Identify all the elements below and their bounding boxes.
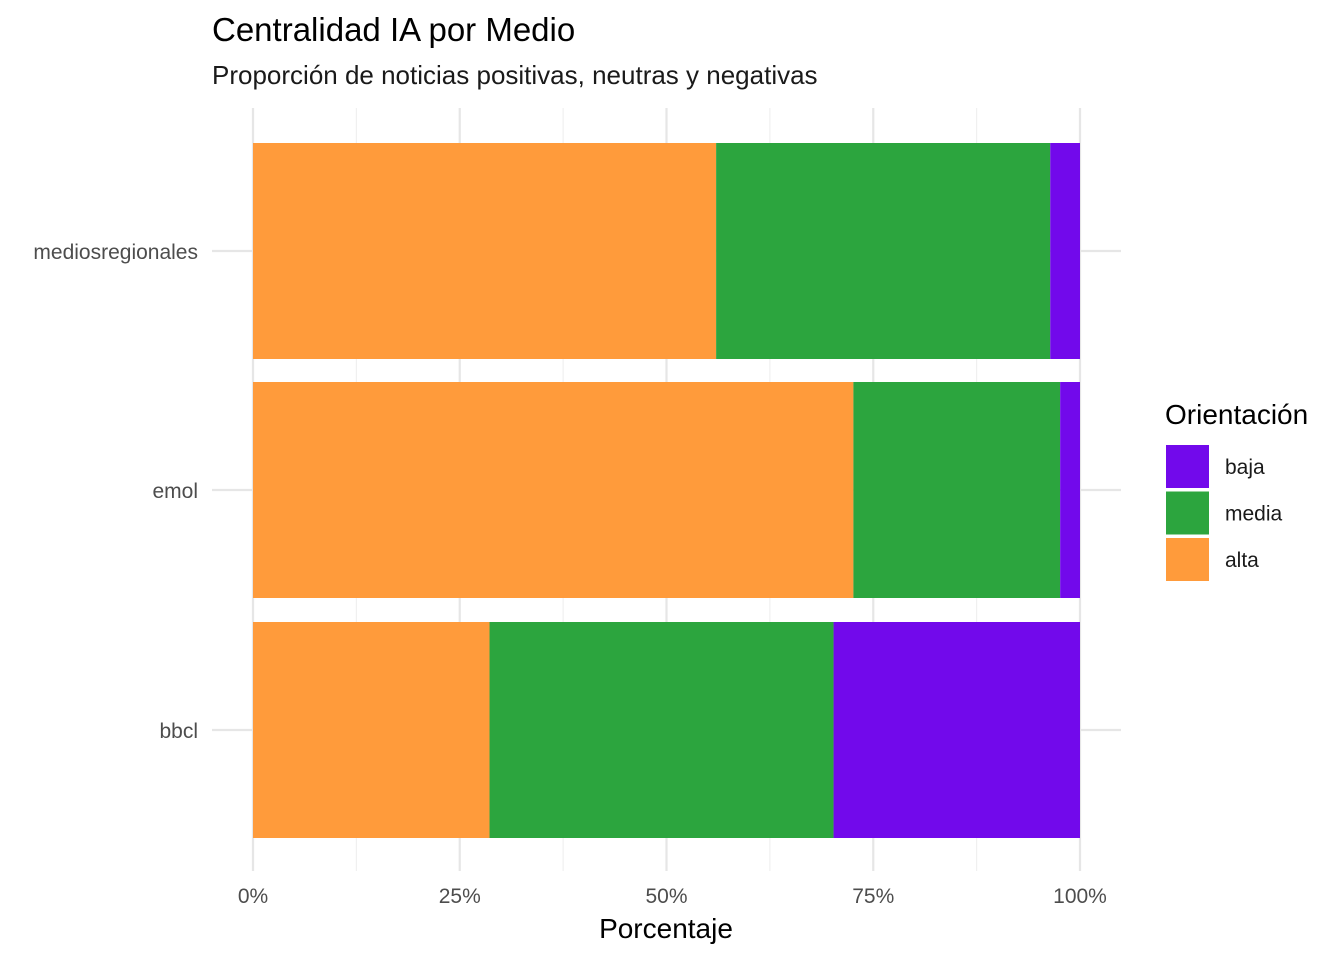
bars xyxy=(253,143,1080,838)
x-tick-label: 25% xyxy=(439,885,481,908)
bar-alta xyxy=(253,382,854,598)
legend-swatch-alta xyxy=(1166,538,1209,581)
chart-subtitle: Proporción de noticias positivas, neutra… xyxy=(212,60,818,90)
bar-media xyxy=(716,143,1051,359)
bar-baja xyxy=(1050,143,1080,359)
bar-media xyxy=(489,622,834,838)
bar-baja xyxy=(1060,382,1080,598)
x-tick-label: 50% xyxy=(645,885,687,908)
y-tick-label: bbcl xyxy=(159,720,198,743)
bar-baja xyxy=(833,622,1080,838)
x-tick-label: 100% xyxy=(1053,885,1107,908)
chart-title: Centralidad IA por Medio xyxy=(212,11,575,48)
y-tick-label: emol xyxy=(152,480,198,503)
legend-label-baja: baja xyxy=(1225,456,1265,479)
bar-alta xyxy=(253,622,490,838)
legend-swatch-media xyxy=(1166,491,1209,535)
bar-alta xyxy=(253,143,717,359)
x-axis-title: Porcentaje xyxy=(599,913,733,944)
legend-swatch-baja xyxy=(1166,445,1209,488)
bar-media xyxy=(853,382,1061,598)
legend: Orientación baja media alta xyxy=(1165,399,1308,581)
legend-label-media: media xyxy=(1225,503,1283,526)
axes: mediosregionales emol bbcl 0% 25% 50% 75% 100% xyxy=(33,241,1106,908)
x-tick-label: 75% xyxy=(852,885,894,908)
x-tick-label: 0% xyxy=(238,885,268,908)
legend-title: Orientación xyxy=(1165,399,1308,430)
legend-label-alta: alta xyxy=(1225,549,1259,572)
y-tick-label: mediosregionales xyxy=(33,241,198,264)
